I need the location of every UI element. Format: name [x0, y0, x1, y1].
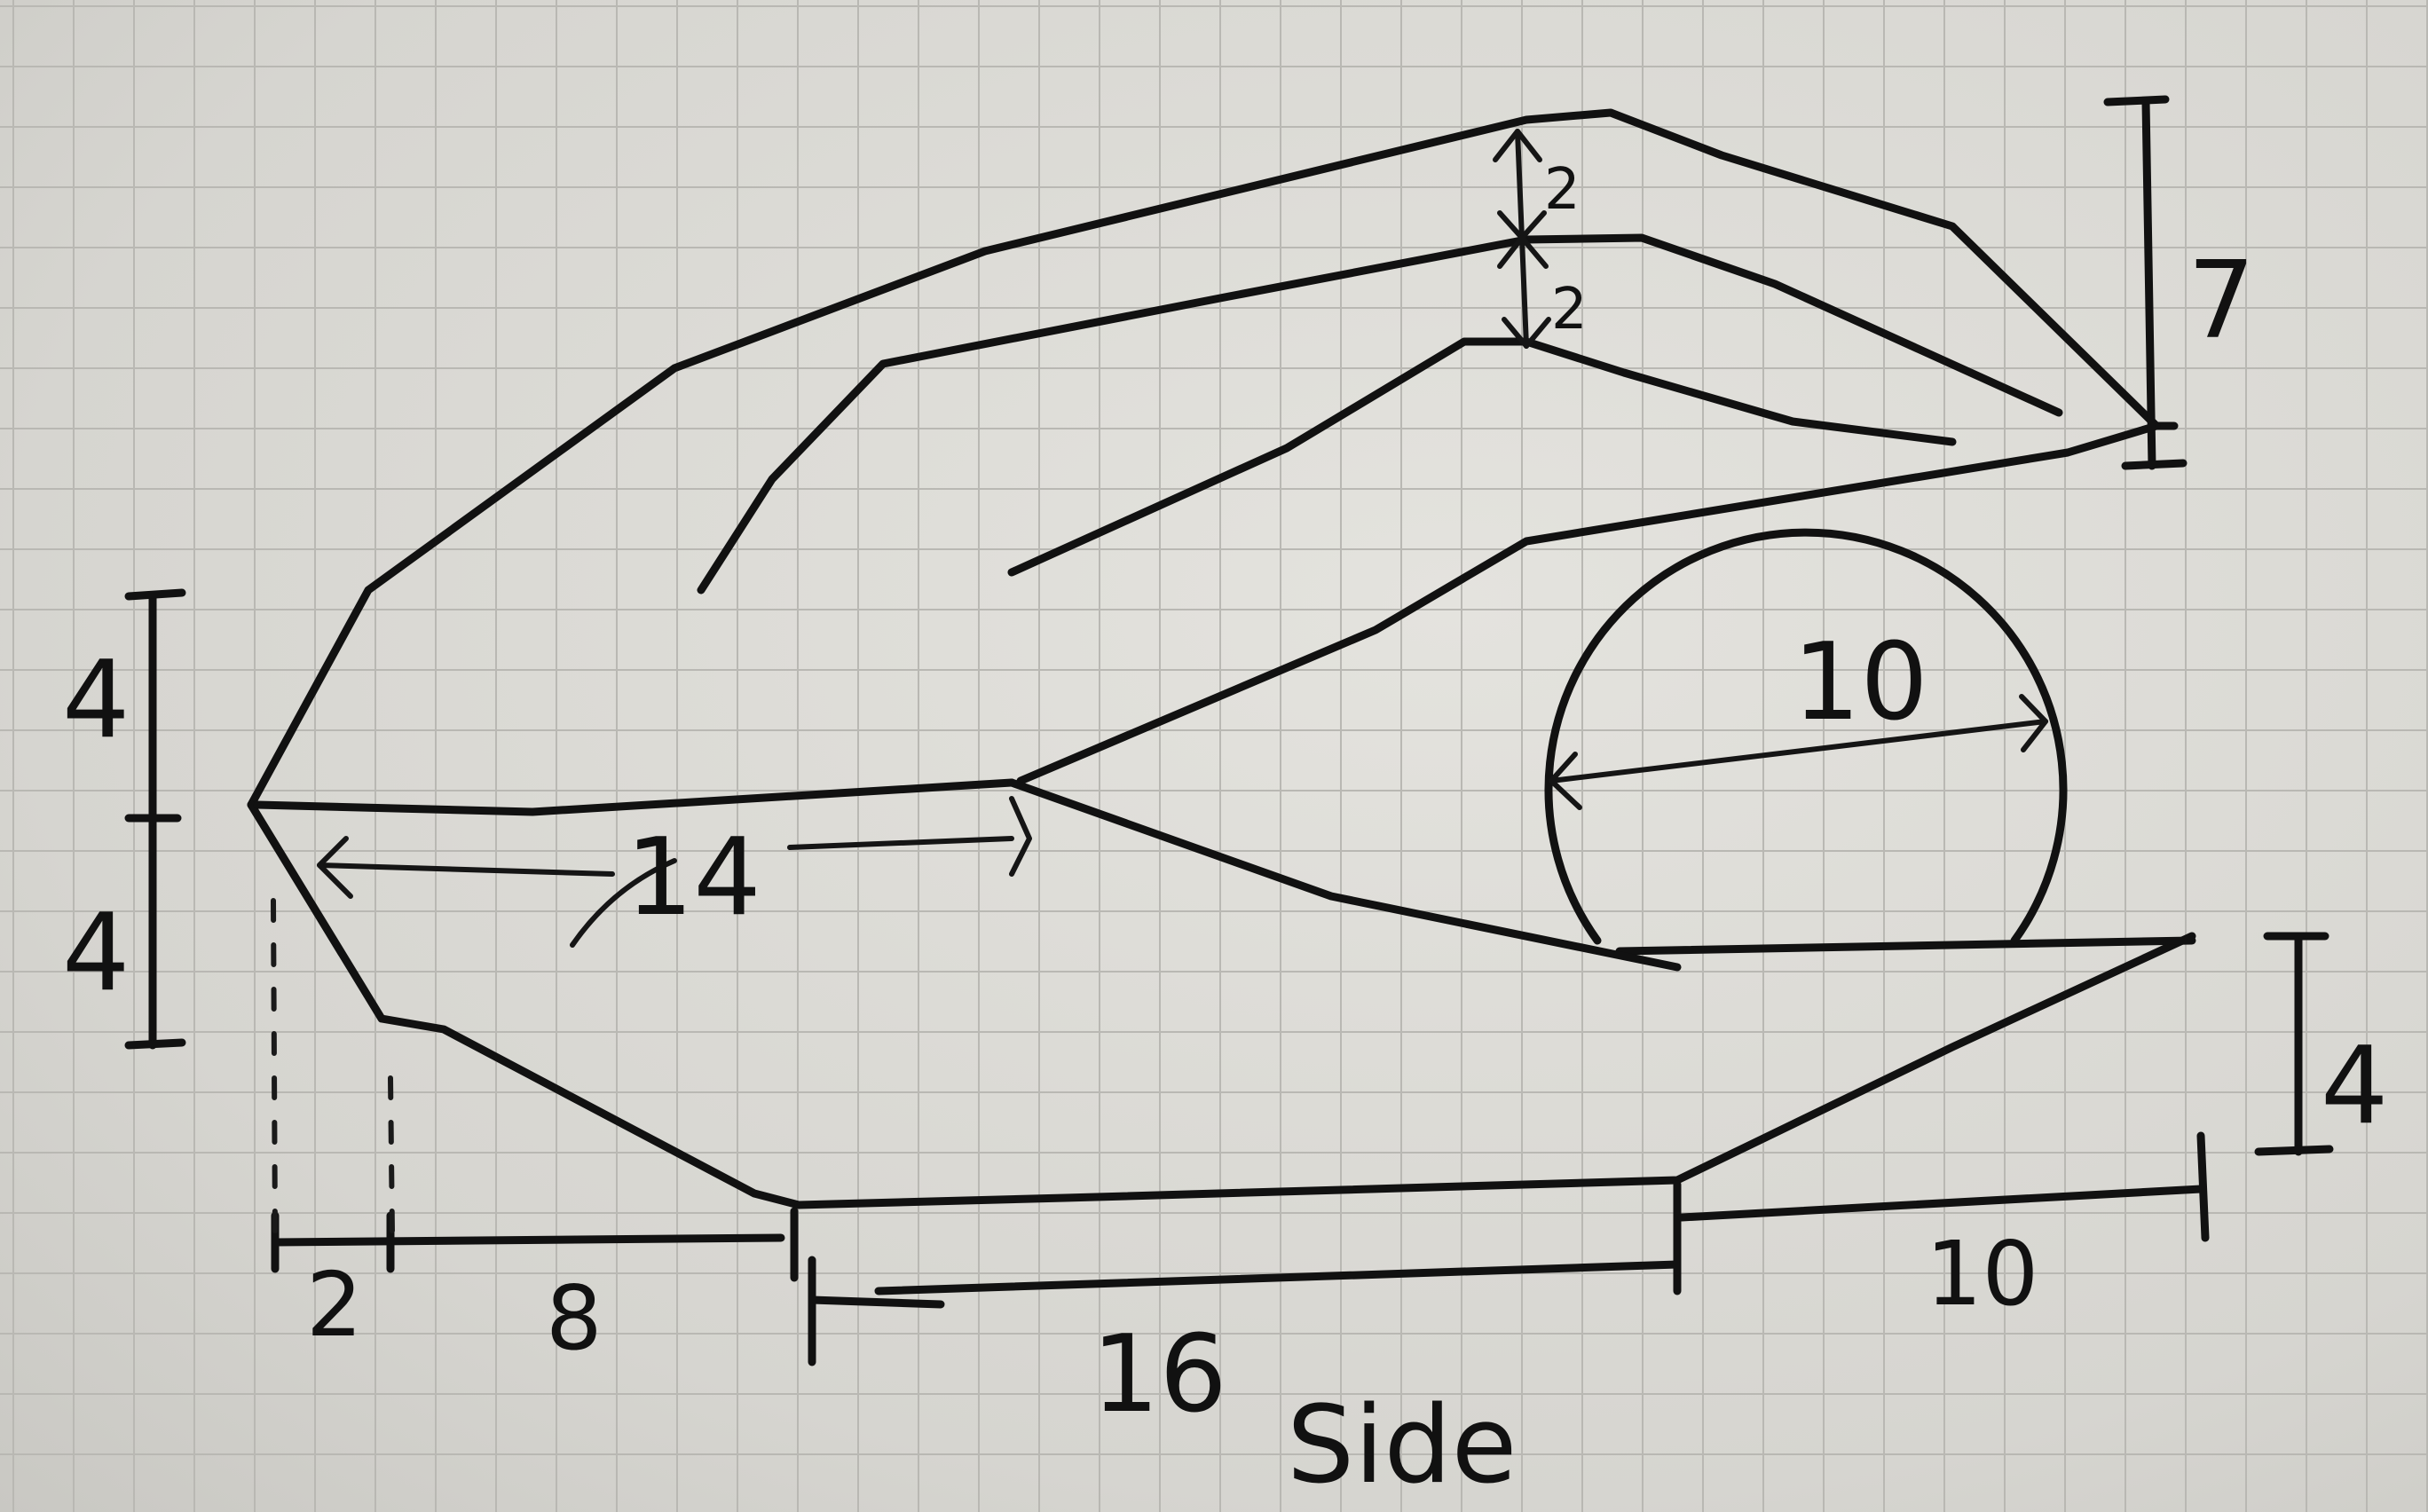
upper-gap-arrow-bottom: [1502, 317, 1551, 349]
right-tail-dim-line: [2141, 98, 2156, 470]
inner-length-arrow-left: [317, 836, 1014, 877]
bottom-outline: [794, 932, 2196, 1209]
left-dim-tick-top: [124, 588, 186, 601]
circle-diameter-line: [1549, 719, 2048, 784]
left-dim-tick-bottom: [124, 1038, 186, 1050]
label-bottom-seg-3: 16: [1092, 1313, 1227, 1437]
label-left-upper-height: 4: [62, 639, 130, 762]
circle-diameter-arrow-right: [2019, 694, 2048, 752]
label-bottom-seg-4: 10: [1926, 1222, 2038, 1326]
right-bottom-dim-tick-bottom: [2254, 1145, 2334, 1156]
right-tail-dim-tick-top: [2103, 95, 2170, 106]
dashed-guide-2: [388, 1075, 395, 1236]
label-upper-gap-bottom: 2: [1551, 277, 1588, 343]
dashed-guide-1: [271, 898, 278, 1236]
inner-wedge-top: [253, 778, 1016, 816]
label-left-lower-height: 4: [62, 892, 130, 1015]
upper-gap-arrow-top: [1493, 129, 1542, 162]
rear-upper-edge: [1016, 421, 2161, 785]
inner-length-arrowhead-left: [317, 836, 353, 899]
wheel-circle: [1544, 528, 2068, 945]
label-circle-diameter: 10: [1793, 621, 1928, 744]
canopy-line-lower: [1007, 337, 1957, 577]
upper-gap-arrow-mid-down: [1497, 235, 1549, 269]
label-bottom-seg-1: 2: [306, 1253, 363, 1357]
bottom-dim-line-right: [1677, 1185, 2205, 1222]
bottom-dim-line-left: [271, 1233, 785, 1247]
label-right-tail-height: 7: [2188, 240, 2255, 363]
label-upper-gap-top: 2: [1544, 157, 1581, 223]
inner-length-scribble: [570, 858, 677, 948]
rear-bottom-edge: [1615, 936, 2196, 956]
diagram-title: Side: [1287, 1384, 1518, 1508]
label-bottom-seg-2: 8: [546, 1266, 603, 1370]
label-inner-length: 14: [626, 816, 761, 940]
circle-diameter-arrow-left: [1549, 752, 1582, 810]
outer-top-outline: [247, 108, 2179, 809]
canopy-line-upper: [697, 233, 2063, 595]
label-right-bottom-height: 4: [2321, 1025, 2388, 1148]
bottom-dim-tick-6: [2196, 1131, 2210, 1242]
right-tail-dim-tick-bottom: [2121, 459, 2188, 470]
bottom-dim-line-mid: [808, 1260, 1682, 1309]
inner-wedge-bottom: [1007, 778, 1682, 972]
inner-length-arrowhead-right: [1009, 796, 1032, 877]
outer-front-lower-outline: [247, 800, 803, 1209]
